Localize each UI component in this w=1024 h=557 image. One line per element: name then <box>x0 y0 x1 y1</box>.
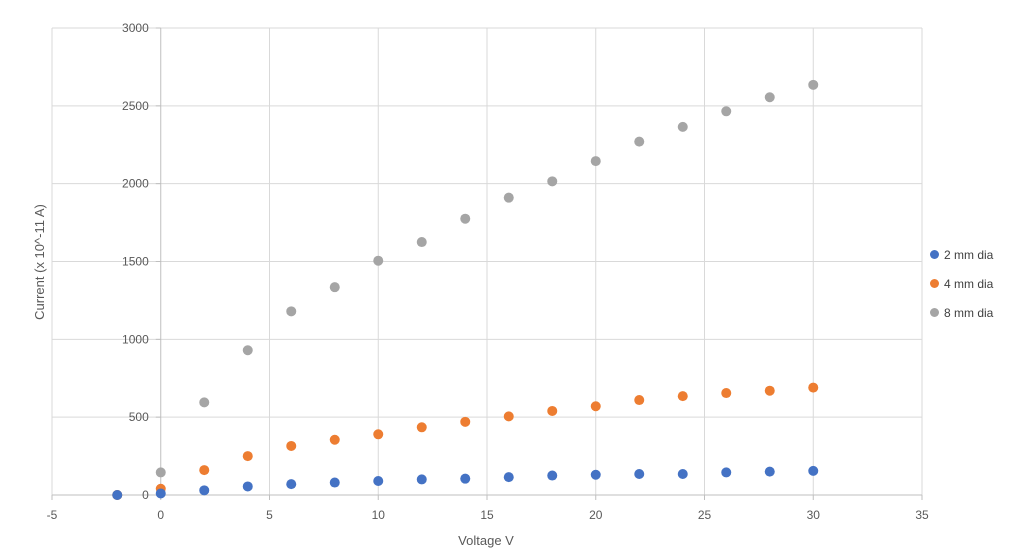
data-point <box>329 282 340 293</box>
data-point <box>721 467 732 478</box>
data-point <box>286 479 297 490</box>
data-points <box>112 79 819 500</box>
x-tick-label: 5 <box>266 508 273 522</box>
data-point <box>416 474 427 485</box>
data-point <box>199 397 210 408</box>
data-point <box>547 405 558 416</box>
data-point <box>460 213 471 224</box>
data-point <box>155 467 166 478</box>
data-point <box>808 465 819 476</box>
x-axis-title: Voltage V <box>458 533 514 548</box>
grid-lines <box>51 27 923 495</box>
data-point <box>590 469 601 480</box>
legend-label: 4 mm dia <box>944 276 994 291</box>
legend-marker <box>930 308 939 317</box>
data-point <box>329 434 340 445</box>
data-point <box>808 382 819 393</box>
x-tick-label: 15 <box>480 508 494 522</box>
data-point <box>721 388 732 399</box>
data-point <box>590 401 601 412</box>
data-point <box>547 470 558 481</box>
data-point <box>373 255 384 266</box>
data-point <box>242 481 253 492</box>
legend-label: 2 mm dia <box>944 247 994 262</box>
y-axis-title: Current (x 10^-11 A) <box>32 204 47 320</box>
data-point <box>286 306 297 317</box>
legend-marker <box>930 279 939 288</box>
data-point <box>677 391 688 402</box>
y-tick-label: 2000 <box>122 177 149 191</box>
data-point <box>677 121 688 132</box>
data-point <box>764 385 775 396</box>
data-point <box>460 416 471 427</box>
x-tick-label: 20 <box>589 508 603 522</box>
data-point <box>634 136 645 147</box>
data-point <box>634 468 645 479</box>
data-point <box>242 451 253 462</box>
data-point <box>112 490 123 500</box>
y-tick-label: 0 <box>142 488 149 502</box>
y-tick-label: 1000 <box>122 332 149 346</box>
data-point <box>634 395 645 406</box>
data-point <box>242 345 253 356</box>
legend-marker <box>930 250 939 259</box>
data-point <box>199 465 210 476</box>
y-tick-label: 1500 <box>122 255 149 269</box>
data-point <box>416 237 427 248</box>
data-point <box>286 440 297 451</box>
x-tick-labels: -5 0 5 10 15 20 25 30 35 <box>47 508 929 522</box>
data-point <box>590 156 601 167</box>
data-point <box>547 176 558 187</box>
legend-item: 8 mm dia <box>930 298 993 327</box>
data-point <box>460 473 471 484</box>
y-tick-label: 3000 <box>122 21 149 35</box>
data-point <box>503 472 514 483</box>
x-tick-label: 35 <box>915 508 929 522</box>
data-point <box>764 466 775 477</box>
x-tick-label: 25 <box>698 508 712 522</box>
data-point <box>808 79 819 90</box>
data-point <box>155 488 166 499</box>
data-point <box>677 468 688 479</box>
data-point <box>503 411 514 422</box>
data-point <box>764 92 775 103</box>
legend-label: 8 mm dia <box>944 305 994 320</box>
x-tick-label: -5 <box>47 508 58 522</box>
data-point <box>416 422 427 433</box>
data-point <box>329 477 340 488</box>
legend: 2 mm dia 4 mm dia 8 mm dia <box>930 240 993 327</box>
data-point <box>373 429 384 440</box>
x-tick-label: 10 <box>372 508 386 522</box>
x-tick-label: 0 <box>157 508 164 522</box>
data-point <box>503 192 514 203</box>
y-tick-labels: 0 500 1000 1500 2000 2500 3000 <box>122 21 149 502</box>
data-point <box>721 106 732 117</box>
data-point <box>199 485 210 496</box>
x-tick-label: 30 <box>807 508 821 522</box>
axes <box>51 27 923 500</box>
legend-item: 4 mm dia <box>930 269 993 298</box>
legend-item: 2 mm dia <box>930 240 993 269</box>
y-tick-label: 500 <box>129 410 149 424</box>
y-tick-label: 2500 <box>122 99 149 113</box>
data-point <box>373 475 384 486</box>
